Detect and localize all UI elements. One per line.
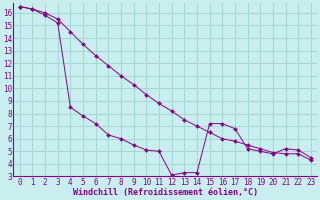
X-axis label: Windchill (Refroidissement éolien,°C): Windchill (Refroidissement éolien,°C) bbox=[73, 188, 258, 197]
